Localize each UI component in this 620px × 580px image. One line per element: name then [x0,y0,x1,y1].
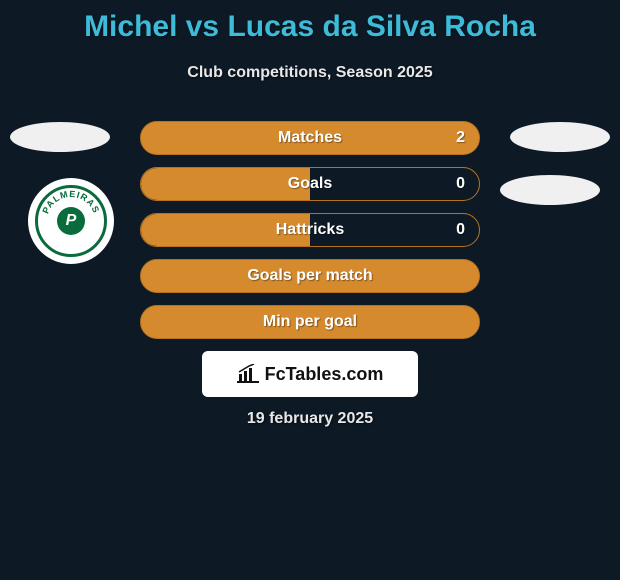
stats-container: Matches 2 Goals 0 Hattricks 0 Goals per … [140,121,480,351]
stat-row-goals-per-match: Goals per match [140,259,480,293]
stat-value-right: 2 [456,129,465,147]
date-text: 19 february 2025 [0,410,620,428]
chart-icon [237,364,259,384]
club-right-placeholder [500,175,600,205]
subtitle: Club competitions, Season 2025 [0,64,620,82]
stat-label: Min per goal [263,313,357,331]
stat-value-right: 0 [456,175,465,193]
stat-row-matches: Matches 2 [140,121,480,155]
club-badge-text: PALMEIRAS [40,189,101,215]
branding-badge: FcTables.com [202,351,418,397]
stat-label: Goals per match [247,267,372,285]
player-right-avatar [510,122,610,152]
branding-text: FcTables.com [265,364,384,385]
stat-row-goals: Goals 0 [140,167,480,201]
stat-label: Hattricks [276,221,344,239]
svg-text:PALMEIRAS: PALMEIRAS [40,189,101,215]
stat-label: Goals [288,175,332,193]
player-left-avatar [10,122,110,152]
stat-fill-left [141,168,310,200]
club-left-badge: PALMEIRAS P [28,178,114,264]
club-badge-ring: PALMEIRAS P [35,185,107,257]
stat-row-min-per-goal: Min per goal [140,305,480,339]
page-title: Michel vs Lucas da Silva Rocha [0,0,620,44]
stat-row-hattricks: Hattricks 0 [140,213,480,247]
stat-label: Matches [278,129,342,147]
stat-value-right: 0 [456,221,465,239]
